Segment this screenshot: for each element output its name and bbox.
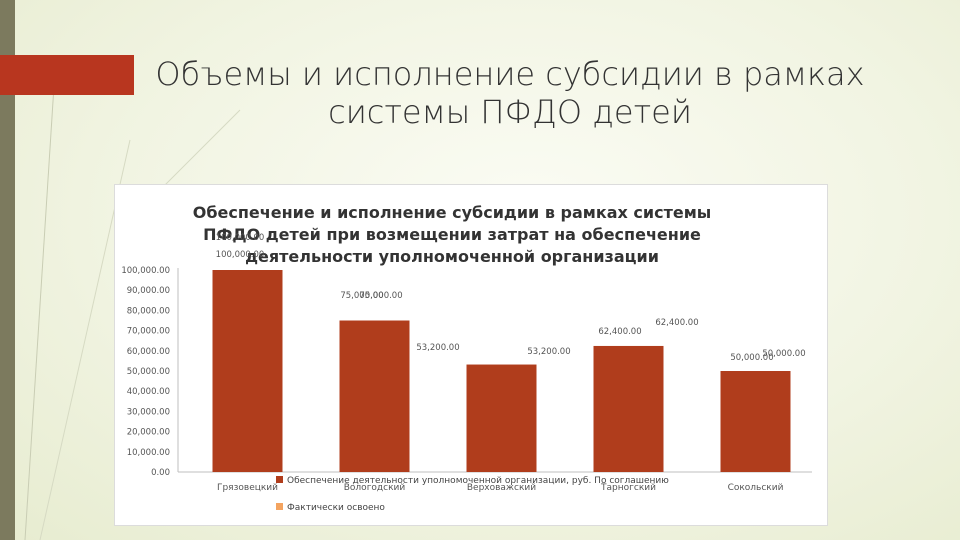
y-tick-label: 0.00 — [151, 468, 170, 478]
data-label: 50,000.00 — [730, 353, 773, 363]
x-tick-label: Вологодский — [344, 483, 406, 493]
legend-swatch — [276, 476, 283, 483]
bar — [339, 320, 410, 472]
bar — [466, 364, 537, 472]
y-tick-label: 40,000.00 — [127, 387, 170, 397]
data-label: 100,000.00 — [216, 233, 265, 243]
y-tick-label: 100,000.00 — [121, 266, 170, 276]
x-tick-label: Сокольский — [728, 483, 784, 493]
legend-label: Фактически освоено — [287, 503, 385, 513]
data-label: 62,400.00 — [655, 318, 698, 328]
y-tick-label: 90,000.00 — [127, 286, 170, 296]
data-label: 62,400.00 — [598, 327, 641, 337]
y-tick-label: 50,000.00 — [127, 367, 170, 377]
data-label: 53,200.00 — [527, 347, 570, 357]
title-accent-bar — [0, 55, 134, 95]
data-label: 75,000.00 — [359, 291, 402, 301]
legend-label: Обеспечение деятельности уполномоченной … — [287, 476, 669, 486]
legend-swatch — [276, 503, 283, 510]
bar — [593, 345, 664, 472]
y-tick-label: 10,000.00 — [127, 448, 170, 458]
data-label: 50,000.00 — [762, 349, 805, 359]
y-tick-label: 20,000.00 — [127, 428, 170, 438]
y-tick-label: 80,000.00 — [127, 306, 170, 316]
y-tick-label: 30,000.00 — [127, 407, 170, 417]
y-tick-label: 60,000.00 — [127, 347, 170, 357]
chart-title: Обеспечение и исполнение субсидии в рамк… — [192, 203, 712, 266]
x-tick-label: Грязовецкий — [217, 483, 278, 493]
slide-title: Объемы и исполнение субсидии в рамках си… — [155, 55, 865, 131]
data-label: 53,200.00 — [416, 343, 459, 353]
data-label: 100,000.00 — [216, 250, 265, 260]
x-tick-label: Верховажский — [467, 483, 536, 493]
left-decor-bar — [0, 0, 15, 540]
bar — [212, 270, 283, 472]
bar — [720, 371, 791, 472]
x-tick-label: Тарногский — [600, 483, 656, 493]
data-label: 75,000.00 — [340, 291, 383, 301]
y-tick-label: 70,000.00 — [127, 327, 170, 337]
